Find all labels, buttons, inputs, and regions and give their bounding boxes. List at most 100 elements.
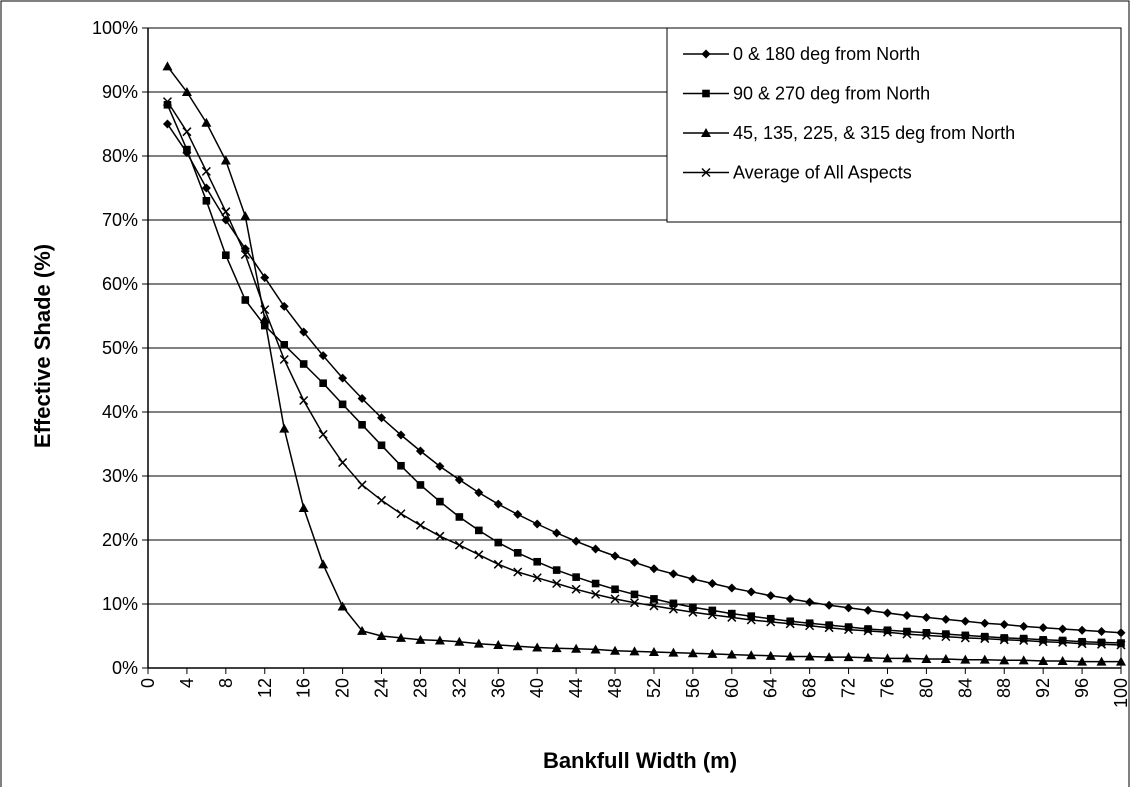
x-tick-label: 96 [1072,678,1092,698]
data-point-square [1039,636,1047,644]
data-point-diamond [630,557,639,567]
data-point-x [1019,635,1029,646]
data-point-diamond [493,499,503,509]
data-point-diamond [844,603,854,613]
data-point-triangle [707,648,718,658]
data-point-diamond [357,394,367,404]
data-point-square [630,590,639,599]
data-point-diamond [649,564,659,574]
x-tick-label: 0 [138,678,158,688]
x-tick-label: 12 [255,678,275,698]
x-tick-label: 16 [294,678,314,698]
data-point-x [260,305,270,315]
data-point-diamond [162,119,172,129]
data-point-square [280,341,289,349]
data-point-diamond [746,587,756,597]
data-point-triangle [532,642,543,652]
data-point-square [980,632,989,641]
data-point-square [319,379,327,387]
y-tick-label: 70% [102,210,138,230]
data-point-diamond [701,49,711,59]
data-point-x [318,429,328,439]
data-point-x [552,578,562,589]
x-tick-label: 36 [488,678,508,698]
x-tick-label: 76 [877,678,897,698]
data-point-square [864,625,872,633]
series-layer [162,61,1126,666]
x-tick-label: 56 [683,678,703,698]
data-point-triangle [1096,656,1107,666]
data-point-diamond [435,461,445,471]
data-point-triangle [979,654,990,664]
data-point-x [785,619,795,629]
data-point-triangle [726,649,737,659]
data-point-triangle [960,654,971,664]
data-point-diamond [279,301,289,311]
x-tick-label: 92 [1033,678,1053,698]
data-point-square [397,461,405,470]
data-point-x [1116,640,1126,650]
data-point-x [701,167,711,178]
legend-item: 0 & 180 deg from North [683,44,920,64]
data-point-diamond [980,618,990,628]
data-point-triangle [259,314,270,324]
data-point-diamond [513,509,523,519]
data-point-diamond [882,608,892,618]
data-point-square [922,629,931,637]
series-3 [162,61,1126,666]
data-point-triangle [1057,655,1068,665]
legend-item: 90 & 270 deg from North [683,84,930,104]
data-point-triangle [337,601,348,611]
data-point-x [629,598,640,608]
data-point-diamond [921,612,931,622]
legend-label: 0 & 180 deg from North [733,44,920,64]
data-point-triangle [824,652,835,662]
data-point-square [786,617,794,626]
data-point-x [240,250,250,260]
data-point-square [475,526,483,535]
data-point-diamond [805,597,815,607]
data-point-diamond [454,475,464,485]
data-point-square [299,360,308,368]
data-point-triangle [318,559,329,569]
data-point-triangle [940,654,951,664]
data-point-x [474,550,484,560]
data-point-square [163,101,172,109]
data-point-x [513,567,523,577]
data-point-x [532,573,542,583]
data-point-square [942,630,950,638]
data-point-x [299,395,309,406]
data-point-diamond [338,373,348,383]
data-point-triangle [765,650,776,660]
x-axis-title: Bankfull Width (m) [543,748,737,773]
data-point-triangle [882,653,893,663]
data-point-square [513,549,522,557]
data-point-triangle [629,646,640,656]
data-point-square [416,481,425,489]
x-tick-label: 28 [410,678,430,698]
y-axis-title: Effective Shade (%) [30,244,55,448]
data-point-x [182,127,192,137]
data-point-x [454,540,464,550]
data-point-square [903,627,911,636]
data-point-x [1097,639,1107,649]
data-point-x [201,166,211,176]
data-point-x [221,207,231,217]
data-point-square [202,197,211,205]
data-point-x [980,634,990,644]
data-point-x [766,617,776,627]
data-point-square [728,609,736,618]
y-tick-label: 90% [102,82,138,102]
data-point-x [357,480,367,490]
data-point-triangle [785,651,796,661]
data-point-triangle [201,117,212,127]
data-point-square [1000,634,1009,642]
data-point-x [396,509,406,519]
x-tick-label: 80 [916,678,936,698]
data-point-diamond [766,591,776,601]
legend-label: 90 & 270 deg from North [733,84,930,104]
data-point-diamond [863,605,873,615]
data-point-x [493,559,503,569]
